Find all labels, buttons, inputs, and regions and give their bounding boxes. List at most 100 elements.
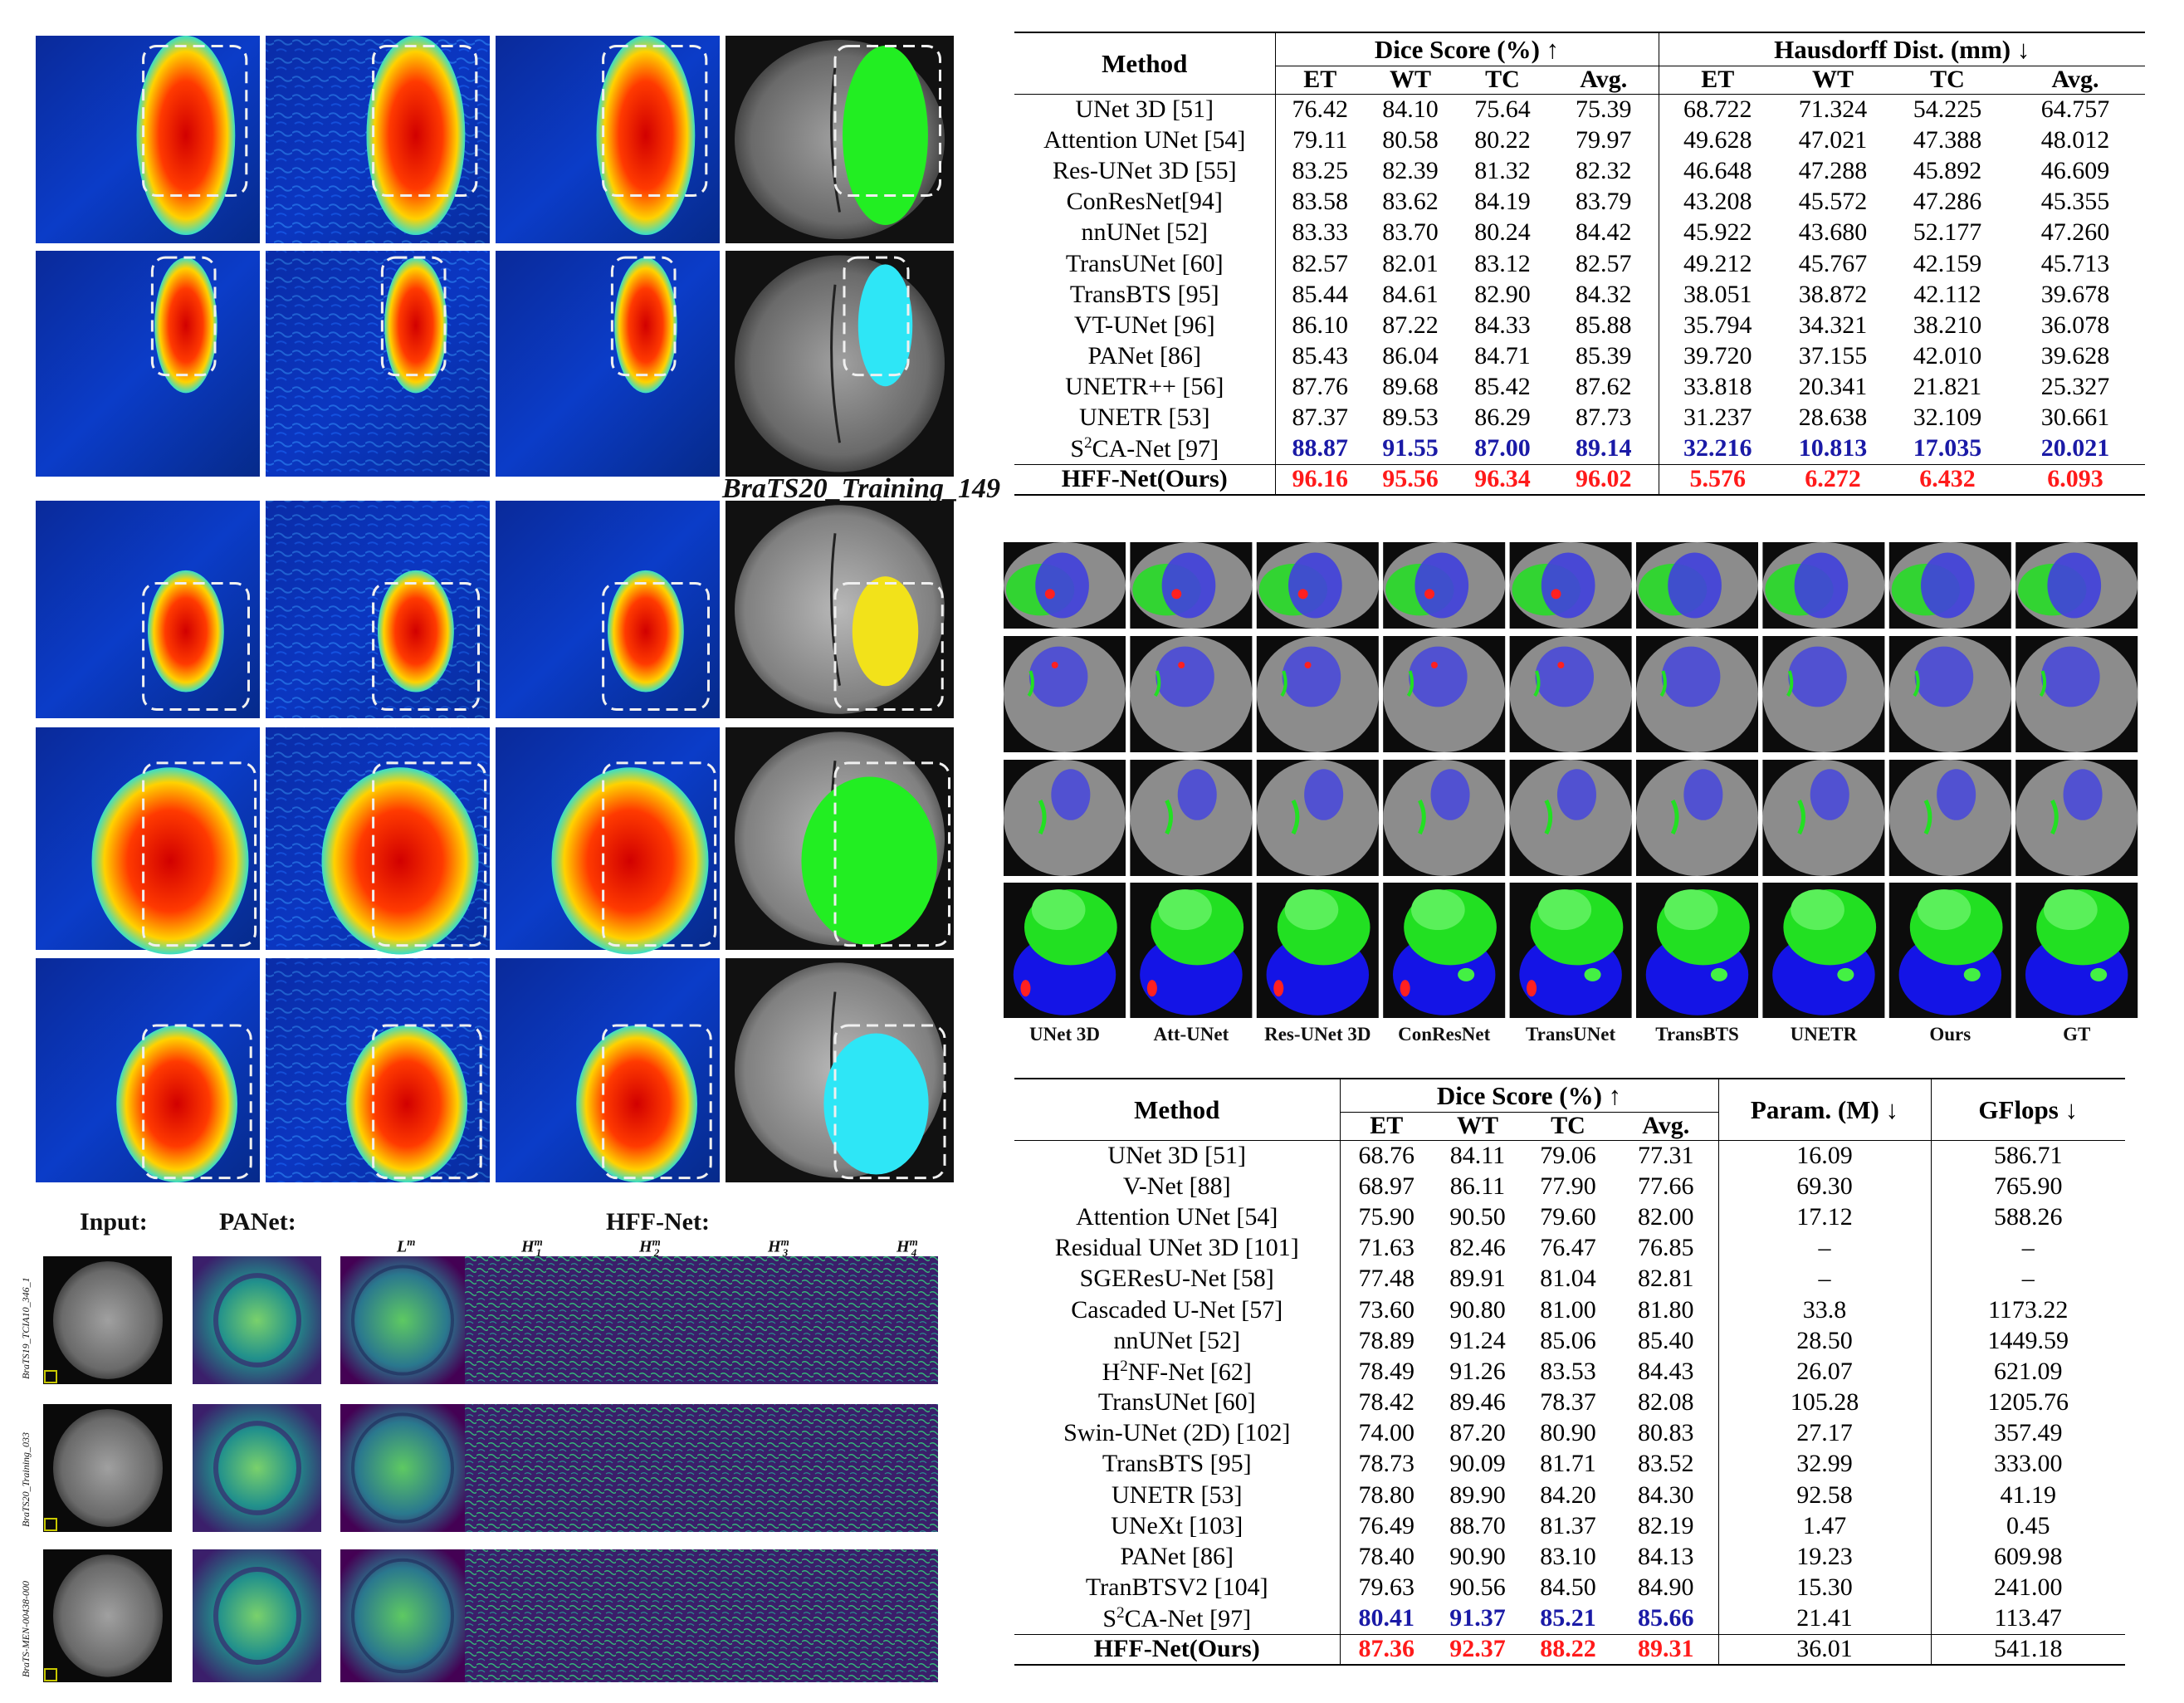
value-cell: 85.40 xyxy=(1638,1326,1694,1354)
value-cell: 76.42 xyxy=(1274,94,1365,125)
value-cell: 83.33 xyxy=(1274,217,1365,248)
table-row: HFF-Net(Ours) 96.16 95.56 96.34 96.02 5.576 6.… xyxy=(1014,464,2145,496)
value-cell: 91.26 xyxy=(1449,1357,1506,1385)
value-cell: 90.50 xyxy=(1449,1202,1506,1231)
comparison-caption-8: Ours xyxy=(1929,1024,1971,1045)
comparison-caption-3: Res-UNet 3D xyxy=(1264,1024,1371,1045)
value-cell: 84.33 xyxy=(1474,311,1531,339)
t1-col-8: Avg. xyxy=(2051,66,2099,93)
value-cell: 42.112 xyxy=(1913,280,1981,308)
value-cell: 87.36 xyxy=(1339,1634,1433,1666)
table-row: Res-UNet 3D [55] 83.25 82.39 81.32 82.32 46.6… xyxy=(1014,155,2145,187)
comparison-r4-c6 xyxy=(1636,883,1758,1018)
value-cell: 85.88 xyxy=(1576,311,1632,339)
value-cell: 1449.59 xyxy=(1930,1325,2125,1357)
value-cell: 84.61 xyxy=(1382,280,1439,308)
value-cell: 87.00 xyxy=(1474,434,1531,462)
segmentation-r2 xyxy=(726,251,954,477)
value-cell: 83.52 xyxy=(1638,1450,1694,1478)
value-cell: 77.48 xyxy=(1339,1263,1433,1294)
value-cell: 1205.76 xyxy=(1930,1387,2125,1418)
method-cell: Swin-UNet (2D) [102] xyxy=(1063,1419,1291,1447)
t2-param-header: Param. (M) ↓ xyxy=(1717,1079,1931,1141)
value-cell: 105.28 xyxy=(1717,1387,1931,1418)
heatmap-r4-c1 xyxy=(36,727,260,955)
value-cell: 46.648 xyxy=(1658,155,1776,187)
hff-map-r3-c3 xyxy=(589,1549,714,1682)
comparison-r3-c8 xyxy=(1888,760,2011,876)
value-cell: 5.576 xyxy=(1658,464,1776,496)
comparison-r2-c4 xyxy=(1383,636,1506,752)
value-cell: 92.37 xyxy=(1449,1635,1506,1663)
value-cell: 75.39 xyxy=(1576,95,1632,123)
hff-map-r1-c1 xyxy=(340,1256,465,1384)
heatmap-r1-c1 xyxy=(36,36,260,243)
value-cell: 90.56 xyxy=(1449,1573,1506,1602)
value-cell: 69.30 xyxy=(1717,1171,1931,1202)
value-cell: 609.98 xyxy=(1930,1541,2125,1573)
heatmap-r2-c2 xyxy=(266,251,490,477)
value-cell: 86.10 xyxy=(1274,310,1365,341)
value-cell: 78.89 xyxy=(1339,1325,1433,1357)
comparison-r4-c7 xyxy=(1762,883,1885,1018)
comparison-r2-c2 xyxy=(1130,636,1253,752)
value-cell: 87.20 xyxy=(1449,1419,1506,1447)
results-table-2: Method Dice Score (%) ↑ Param. (M) ↓ GFl… xyxy=(1014,1078,2125,1666)
method-cell: UNETR++ [56] xyxy=(1065,373,1224,401)
table-row: Residual UNet 3D [101] 71.63 82.46 76.47 76.… xyxy=(1014,1232,2125,1264)
table-row: UNETR [53] 87.37 89.53 86.29 87.73 31.237 28.6… xyxy=(1014,402,2145,434)
value-cell: 84.43 xyxy=(1638,1357,1694,1385)
value-cell: 78.80 xyxy=(1339,1480,1433,1511)
value-cell: 84.71 xyxy=(1474,342,1531,370)
header-panet: PANet: xyxy=(219,1208,296,1236)
table-row: SGEResU-Net [58] 77.48 89.91 81.04 82.81– – xyxy=(1014,1263,2125,1294)
value-cell: 39.720 xyxy=(1658,340,1776,372)
t1-col-4: Avg. xyxy=(1580,66,1628,93)
method-cell: Attention UNet [54] xyxy=(1076,1202,1278,1231)
table-row: UNet 3D [51] 76.42 84.10 75.64 75.39 68.722 71… xyxy=(1014,94,2145,125)
comparison-r2-c5 xyxy=(1509,636,1632,752)
feature-map-header-5: Hm4 xyxy=(897,1236,918,1259)
value-cell: 45.892 xyxy=(1913,156,1982,184)
method-cell: ConResNet[94] xyxy=(1066,188,1223,216)
case-id-label: BraTS20_Training_149 xyxy=(722,473,1001,504)
value-cell: 82.57 xyxy=(1576,249,1632,277)
comparison-r3-c9 xyxy=(2015,760,2138,876)
value-cell: 96.34 xyxy=(1474,465,1531,493)
value-cell: 6.432 xyxy=(1919,465,1976,493)
segmentation-r1 xyxy=(726,36,954,243)
value-cell: 83.12 xyxy=(1474,249,1531,277)
table-row: VT-UNet [96] 86.10 87.22 84.33 85.88 35.794 34… xyxy=(1014,310,2145,341)
value-cell: 91.24 xyxy=(1449,1326,1506,1354)
value-cell: 36.078 xyxy=(2040,311,2110,339)
results-table-1: Method Dice Score (%) ↑ Hausdorff Dist. … xyxy=(1014,32,2145,496)
heatmap-r4-c2 xyxy=(266,727,490,955)
value-cell: 19.23 xyxy=(1717,1541,1931,1573)
value-cell: 15.30 xyxy=(1717,1572,1931,1603)
value-cell: 21.821 xyxy=(1913,373,1982,401)
value-cell: 90.90 xyxy=(1449,1543,1506,1571)
table-row: PANet [86] 78.40 90.90 83.10 84.13 19.23 609.9… xyxy=(1014,1541,2125,1573)
value-cell: 32.216 xyxy=(1658,433,1776,465)
value-cell: 90.09 xyxy=(1449,1450,1506,1478)
comparison-r4-c8 xyxy=(1888,883,2011,1018)
value-cell: 17.035 xyxy=(1913,434,1982,462)
value-cell: 89.53 xyxy=(1382,404,1439,432)
header-input: Input: xyxy=(80,1208,148,1236)
value-cell: 38.210 xyxy=(1913,311,1982,339)
value-cell: 47.286 xyxy=(1913,188,1982,216)
value-cell: 42.010 xyxy=(1913,342,1982,370)
value-cell: – xyxy=(1930,1232,2125,1264)
t2-col-3: TC xyxy=(1551,1112,1585,1139)
table-row: Swin-UNet (2D) [102] 74.00 87.20 80.90 80.83… xyxy=(1014,1417,2125,1449)
feature-map-header-4: Hm3 xyxy=(768,1236,789,1259)
panet-map-3 xyxy=(193,1549,321,1682)
method-cell: Cascaded U-Net [57] xyxy=(1071,1295,1283,1324)
value-cell: 79.63 xyxy=(1339,1572,1433,1603)
value-cell: 333.00 xyxy=(1930,1448,2125,1480)
comparison-r1-c3 xyxy=(1256,542,1379,629)
value-cell: 84.11 xyxy=(1449,1141,1506,1169)
value-cell: 49.212 xyxy=(1658,247,1776,280)
value-cell: 85.66 xyxy=(1638,1604,1694,1632)
comparison-r2-c8 xyxy=(1888,636,2011,752)
